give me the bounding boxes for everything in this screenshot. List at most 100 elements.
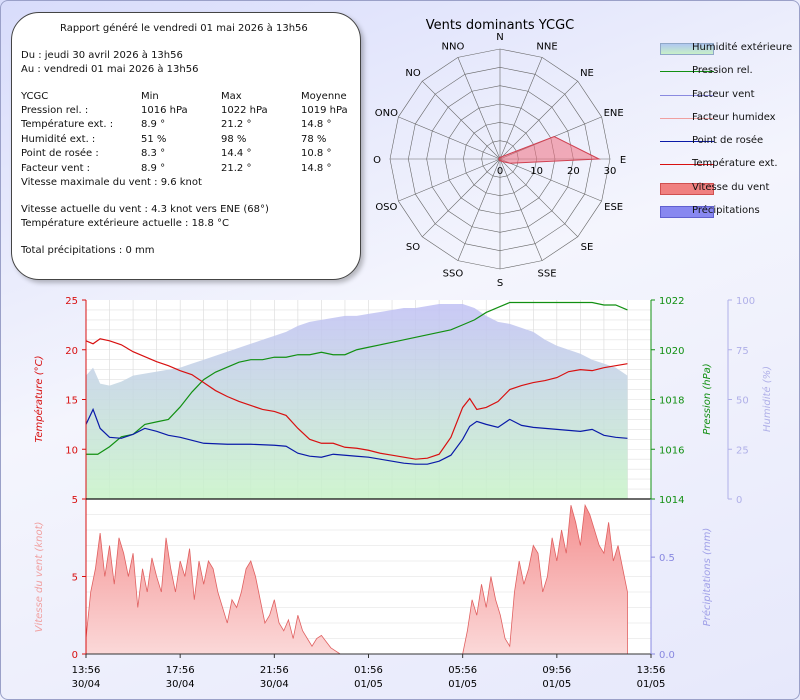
legend-item: Température ext. xyxy=(658,156,798,179)
rose-grid-spoke xyxy=(499,158,578,237)
rose-data-polygon xyxy=(498,136,601,164)
legend-item: Humidité extérieure xyxy=(658,40,798,63)
legend-label: Température ext. xyxy=(692,158,778,170)
legend-label: Facteur humidex xyxy=(692,111,776,123)
report-row-min: 1016 hPa xyxy=(141,105,188,116)
x-tick-time: 13:56 xyxy=(637,665,666,676)
pressure-tick-label: 1014 xyxy=(659,495,684,506)
x-tick-time: 05:56 xyxy=(448,665,477,676)
rose-direction-label: N xyxy=(496,32,503,43)
pressure-tick-label: 1016 xyxy=(659,445,684,456)
report-row-max: 98 % xyxy=(221,133,247,145)
wind-speed-area xyxy=(85,503,628,655)
rose-grid-spoke xyxy=(499,158,543,261)
x-tick-time: 01:56 xyxy=(354,665,383,676)
rose-direction-label: O xyxy=(373,155,381,166)
legend-label: Humidité extérieure xyxy=(692,42,793,53)
legend-item: Point de rosée xyxy=(658,133,798,156)
legend-line xyxy=(660,141,714,143)
rose-direction-label: ENE xyxy=(604,108,624,119)
rose-direction-label: NNO xyxy=(442,41,465,52)
rose-grid-spoke xyxy=(457,57,501,160)
temperature-tick-label: 10 xyxy=(65,445,78,456)
pressure-tick-label: 1022 xyxy=(659,296,684,307)
legend-label: Vitesse du vent xyxy=(692,181,770,193)
report-row-max: 21.2 ° xyxy=(221,162,252,174)
rose-direction-label: SO xyxy=(406,242,420,253)
temperature-axis-title: Température (°C) xyxy=(33,356,45,443)
report-row-min: 51 % xyxy=(141,133,167,145)
legend-item: Facteur humidex xyxy=(658,110,798,133)
humidity-tick-label: 25 xyxy=(736,445,749,456)
report-header: Rapport généré le vendredi 01 mai 2026 à… xyxy=(60,23,308,34)
report-col-avg: Moyenne xyxy=(301,91,347,102)
pressure-tick-label: 1018 xyxy=(659,396,684,407)
report-current-temp: Température extérieure actuelle : 18.8 °… xyxy=(21,218,229,229)
rose-tick-label: 20 xyxy=(567,166,580,177)
temperature-tick-label: 5 xyxy=(72,495,78,506)
legend-line xyxy=(660,117,714,119)
legend-item: Précipitations xyxy=(658,203,798,226)
report-row-label: Température ext. : xyxy=(21,119,114,131)
report-row-avg: 10.8 ° xyxy=(301,148,332,160)
rose-grid-spoke xyxy=(499,57,543,160)
report-col-min: Min xyxy=(141,91,159,102)
report-row-label: Facteur vent : xyxy=(21,162,91,174)
wind-rose-title: Vents dominants YCGC xyxy=(426,18,575,33)
report-col-max: Max xyxy=(221,91,242,102)
legend-item: Pression rel. xyxy=(658,63,798,86)
humidity-tick-label: 0 xyxy=(736,495,742,506)
legend-label: Pression rel. xyxy=(692,65,753,77)
report-to: Au : vendredi 01 mai 2026 à 13h56 xyxy=(21,64,199,75)
legend-line xyxy=(660,94,714,96)
temperature-tick-label: 15 xyxy=(65,396,78,407)
rose-direction-label: ONO xyxy=(375,108,398,119)
rose-grid-spoke xyxy=(398,158,501,202)
dew-point-line xyxy=(85,407,628,465)
report-row-label: Pression rel. : xyxy=(21,105,89,116)
rose-grid-spoke xyxy=(499,158,602,202)
report-row-avg: 78 % xyxy=(301,133,327,145)
report-row-min: 8.9 ° xyxy=(141,119,166,131)
x-tick-time: 13:56 xyxy=(72,665,101,676)
report-row-avg: 1019 hPa xyxy=(301,105,348,116)
report-row-min: 8.9 ° xyxy=(141,162,166,174)
wind-tick-label: 0 xyxy=(72,650,78,661)
humidity-tick-label: 75 xyxy=(736,346,749,357)
report-row-min: 8.3 ° xyxy=(141,148,166,160)
temperature-tick-label: 25 xyxy=(65,296,78,307)
report-row-avg: 14.8 ° xyxy=(301,119,332,131)
rose-direction-label: NE xyxy=(580,68,594,79)
rose-direction-label: SE xyxy=(581,242,594,253)
humidity-tick-label: 100 xyxy=(736,296,755,307)
report-row-max: 14.4 ° xyxy=(221,148,252,160)
report-max-wind: Vitesse maximale du vent : 9.6 knot xyxy=(21,177,202,188)
legend-swatch xyxy=(660,182,714,195)
temperature-line xyxy=(85,338,628,460)
legend: Humidité extérieure Pression rel. Facteur … xyxy=(658,40,798,226)
rose-direction-label: NNE xyxy=(536,41,557,52)
x-tick-date: 01/05 xyxy=(542,679,571,690)
legend-item: Vitesse du vent xyxy=(658,180,798,203)
legend-swatch xyxy=(660,43,714,55)
report-from: Du : jeudi 30 avril 2026 à 13h56 xyxy=(21,50,183,61)
legend-item: Facteur vent xyxy=(658,87,798,110)
rose-direction-label: E xyxy=(620,155,626,166)
rose-direction-label: SSO xyxy=(443,269,464,280)
rose-tick-label: 30 xyxy=(604,166,617,177)
x-tick-date: 01/05 xyxy=(637,679,666,690)
report-current-wind: Vitesse actuelle du vent : 4.3 knot vers… xyxy=(21,204,269,215)
wind-rose-chart: Vents dominants YCGC N NNE NE ENE E ESE SE SSE S… xyxy=(373,18,626,289)
wind-axis-title: Vitesse du vent (knot) xyxy=(34,522,45,633)
humidity-axis-title: Humidité (%) xyxy=(761,366,773,432)
x-tick-date: 30/04 xyxy=(166,679,195,690)
pressure-tick-label: 1020 xyxy=(659,346,684,357)
legend-line xyxy=(660,164,714,166)
rose-tick-label: 10 xyxy=(530,166,543,177)
x-tick-date: 30/04 xyxy=(260,679,289,690)
legend-swatch xyxy=(660,206,714,219)
rose-tick-label: 0 xyxy=(497,166,503,177)
legend-label: Facteur vent xyxy=(692,88,755,100)
x-tick-time: 17:56 xyxy=(166,665,195,676)
pressure-line xyxy=(86,301,628,455)
